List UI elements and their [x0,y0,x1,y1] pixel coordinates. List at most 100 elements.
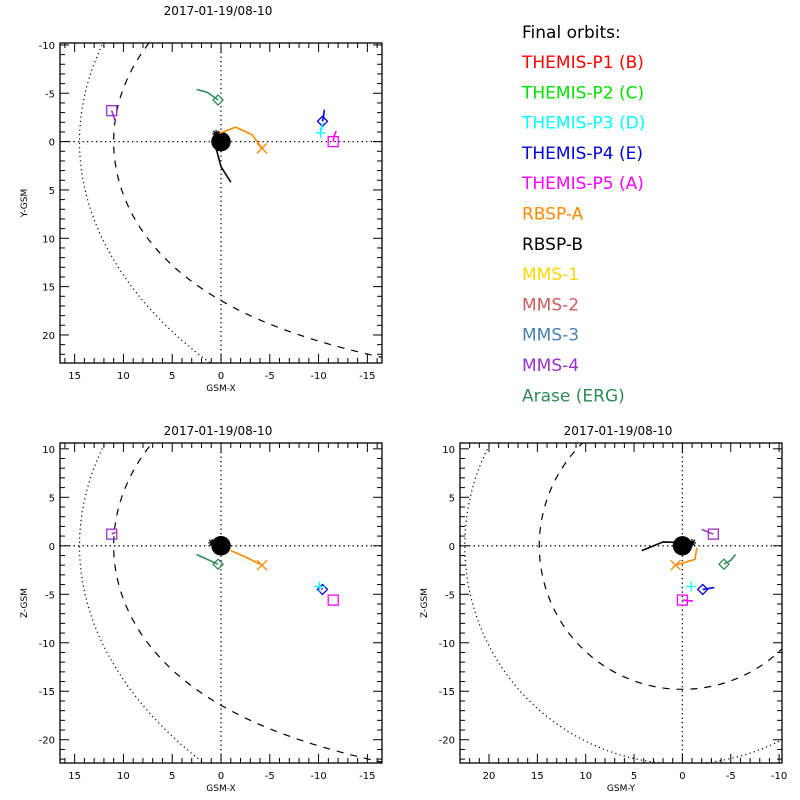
plot-frame [459,442,783,764]
x-tick-label: -10 [771,771,787,782]
orbit-track [217,126,263,149]
series-rbsp-b [641,538,697,552]
magnetopause-boundary [113,43,382,358]
x-tick-label: 15 [68,771,81,782]
x-tick-label: 0 [218,371,224,382]
orbit-track [214,144,232,183]
orbit-track [320,587,324,590]
series-themis-p4-e- [696,583,715,596]
asterisk-marker [208,538,217,547]
orbit-track [701,528,714,535]
orbit-track [723,553,737,565]
series-themis-p3-d- [315,123,326,138]
y-tick-label: 5 [449,493,455,504]
x-tick-label: -5 [265,771,275,782]
panel-title: 2017-01-19/08-10 [164,424,273,438]
square-marker [106,105,118,117]
x-axis-label: GSM-Y [607,784,636,794]
plot-frame [59,442,383,764]
square-marker [106,528,118,540]
y-tick-label: 10 [442,445,455,456]
orbit-track [230,549,263,566]
y-tick-label: 0 [49,138,55,149]
orbit-track [111,531,116,535]
diamond-marker [212,94,224,106]
series-mms [701,528,719,540]
y-tick-label: 10 [42,445,55,456]
orbit-track [196,88,219,101]
plus-marker [315,127,326,138]
series-arase-erg- [718,553,737,571]
plus-marker [314,581,325,592]
series-rbsp-a [230,549,268,571]
x-marker [670,559,682,571]
x-tick-label: 0 [218,771,224,782]
legend-item: RBSP-B [522,235,583,255]
y-tick-label: -5 [45,89,55,100]
earth-disc [672,536,693,556]
x-axis-label: GSM-X [206,384,235,394]
square-marker [327,594,339,606]
x-tick-label: 0 [679,771,685,782]
y-tick-label: 0 [49,542,55,553]
orbit-panel-3: 2017-01-19/08-10 20 15 10 5 0 -5 -10 GSM-Y 10 5 0 -5… [420,424,787,794]
x-tick-label: 15 [531,771,544,782]
legend-item: RBSP-A [522,205,584,225]
y-tick-label: 5 [49,186,55,197]
y-tick-label: 15 [42,283,55,294]
square-marker [707,528,719,540]
asterisk-marker [212,129,221,138]
panel-title: 2017-01-19/08-10 [164,4,273,18]
plot-frame [59,42,383,364]
series-rbsp-a [670,547,698,571]
legend-item: THEMIS-P4 (E) [521,144,643,164]
panel-title: 2017-01-19/08-10 [564,424,673,438]
legend-item: MMS-1 [522,265,579,285]
y-axis-label: Y-GSM [20,189,30,218]
legend-item: MMS-2 [522,295,579,315]
earth-disc [211,131,231,152]
x-tick-label: 20 [483,771,496,782]
legend-title: Final orbits: [522,23,621,43]
legend-item: MMS-3 [522,326,579,346]
y-tick-label: 20 [42,331,55,342]
magnetopause-boundary [113,443,382,763]
x-tick-label: -5 [726,771,736,782]
series-arase-erg- [196,553,224,571]
orbit-track [675,547,698,566]
legend-item: Arase (ERG) [522,386,625,406]
y-tick-label: 10 [42,234,55,245]
series-mms [106,528,118,540]
y-tick-label: -15 [39,687,55,698]
orbit-track [321,109,326,122]
y-axis-label: Z-GSM [420,588,430,618]
y-tick-label: -10 [39,639,55,650]
orbit-track [110,110,117,123]
legend-item: THEMIS-P1 (B) [521,53,644,73]
x-tick-label: -15 [359,771,375,782]
earth-disc [211,536,231,556]
series-rbsp-a [217,126,268,154]
series-mms [106,105,118,123]
orbit-panel-1: 2017-01-19/08-10 15 10 5 0 -5 -10 -15 GSM-X -10 -5… [20,4,383,394]
series-themis-p5-a- [327,594,339,606]
x-axis-label: GSM-X [206,784,235,794]
series-arase-erg- [196,88,224,106]
x-tick-label: 10 [117,371,130,382]
asterisk-marker [688,538,697,547]
series-themis-p3-d- [686,581,697,592]
x-tick-label: 5 [169,771,175,782]
y-axis-label: Z-GSM [20,588,30,618]
legend-item: THEMIS-P5 (A) [521,174,644,194]
orbit-track [332,130,337,142]
x-tick-label: 5 [631,771,637,782]
y-tick-label: -5 [45,590,55,601]
bowshock-boundary [78,443,205,763]
diamond-marker [212,558,224,571]
legend-item: THEMIS-P2 (C) [521,83,644,103]
y-tick-label: 0 [449,542,455,553]
plus-marker [686,581,697,592]
square-marker [327,135,339,148]
series-themis-p5-a- [676,594,694,606]
